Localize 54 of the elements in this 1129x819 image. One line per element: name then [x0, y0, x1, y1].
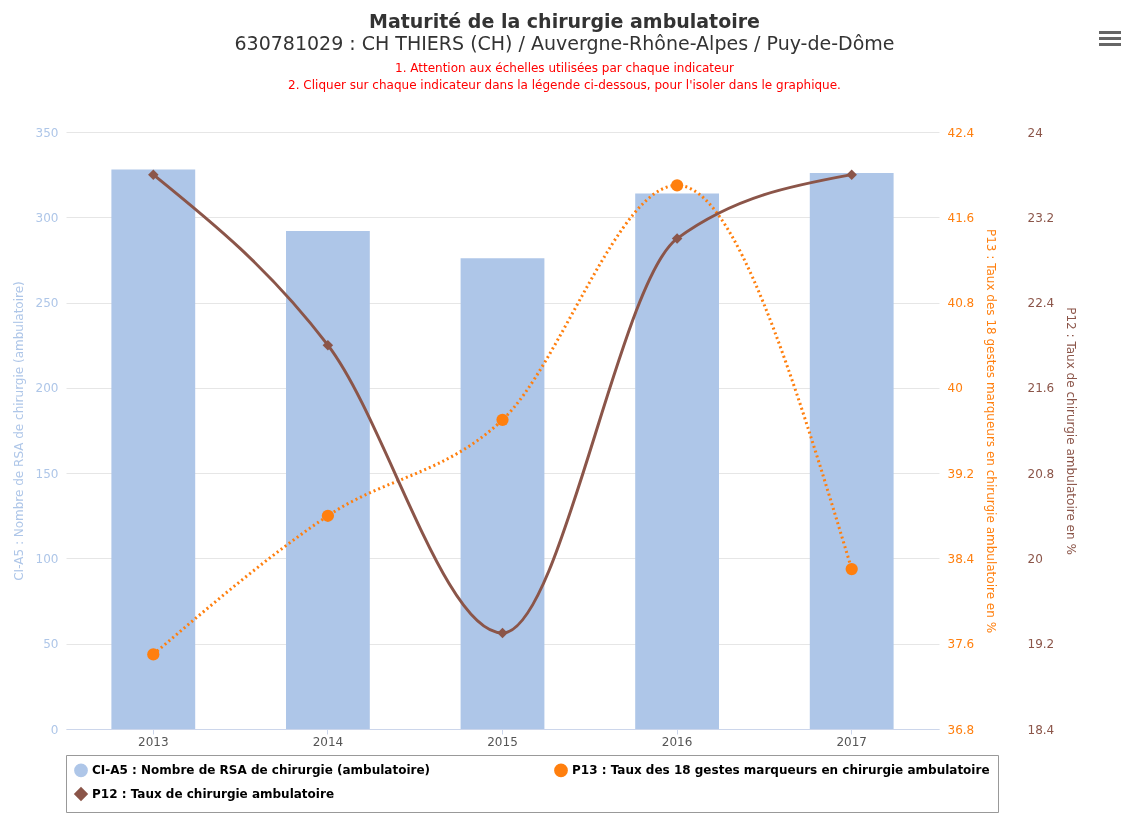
x-tick-label: 2017 [836, 734, 867, 749]
y-tick-label: 350 [35, 125, 59, 140]
point [496, 413, 509, 426]
chart-subtitle: 630781029 : CH THIERS (CH) / Auvergne-Rhône-Alpes / Puy-de-Dôme [233, 32, 896, 54]
text: 1. Attention aux échelles utilisées par chaque indicateur [394, 60, 735, 77]
legend-label: CI-A5 : Nombre de RSA de chirurgie (ambulatoire) [92, 763, 431, 778]
point [147, 648, 160, 661]
bar [809, 172, 894, 729]
y3-tick-label: 24 [1027, 125, 1043, 140]
y2-tick-label: 38.4 [947, 551, 975, 566]
y-tick-label: 200 [35, 381, 59, 396]
point [671, 233, 683, 244]
y3-tick-label: 21.6 [1027, 381, 1055, 396]
point [846, 169, 857, 180]
text: 2. Cliquer sur chaque indicateur dans la légende ci-dessous, pour l'isoler dans le graphique. [287, 77, 842, 94]
y2-tick-label: 36.8 [947, 722, 975, 737]
x-tick-label: 2013 [138, 734, 169, 749]
y3-tick-label: 19.2 [1027, 637, 1055, 652]
bar [635, 193, 719, 729]
y2-tick-label: 42.4 [947, 125, 975, 140]
legend-label: P12 : Taux de chirurgie ambulatoire [92, 787, 335, 801]
y-tick-label: 150 [35, 466, 59, 481]
bar [460, 258, 545, 729]
y-tick-label: 250 [35, 296, 59, 311]
point [322, 339, 334, 351]
y3-tick-label: 20.8 [1027, 466, 1055, 481]
y-tick-label: 100 [35, 551, 59, 566]
point [670, 179, 684, 192]
y2-tick-label: 41.6 [947, 210, 975, 225]
y2-axis-title: P13 : Taux des 18 gestes marqueurs en chirurgie ambulatoire en % [984, 228, 999, 634]
point [497, 627, 508, 639]
y2-tick-label: 40 [947, 381, 963, 396]
point [845, 562, 858, 576]
bar [286, 230, 370, 729]
y3-axis-title: P12 : Taux de chirurgie ambulatoire en % [1064, 307, 1079, 555]
y2-tick-label: 40.8 [947, 296, 975, 311]
y-axis-title: CI-A5 : Nombre de RSA de chirurgie (ambulatoire) [11, 281, 26, 581]
x-tick-label: 2016 [661, 734, 693, 749]
x-tick-label: 2014 [312, 734, 344, 749]
x-tick-label: 2015 [487, 734, 518, 749]
y3-tick-label: 18.4 [1027, 722, 1055, 737]
point [321, 509, 335, 522]
y2-tick-label: 39.2 [947, 466, 975, 481]
y2-tick-label: 37.6 [947, 637, 975, 652]
chart-title: Maturité de la chirurgie ambulatoire [368, 10, 761, 32]
y-tick-label: 0 [50, 722, 59, 737]
y-tick-label: 300 [35, 210, 59, 225]
legend-label: P13 : Taux des 18 gestes marqueurs en chirurgie ambulatoire [572, 763, 990, 778]
y-tick-label: 50 [43, 637, 59, 652]
y3-tick-label: 20 [1027, 551, 1043, 566]
point [148, 169, 159, 180]
bar [111, 169, 196, 729]
y3-tick-label: 22.4 [1027, 296, 1055, 311]
y3-tick-label: 23.2 [1027, 210, 1055, 225]
